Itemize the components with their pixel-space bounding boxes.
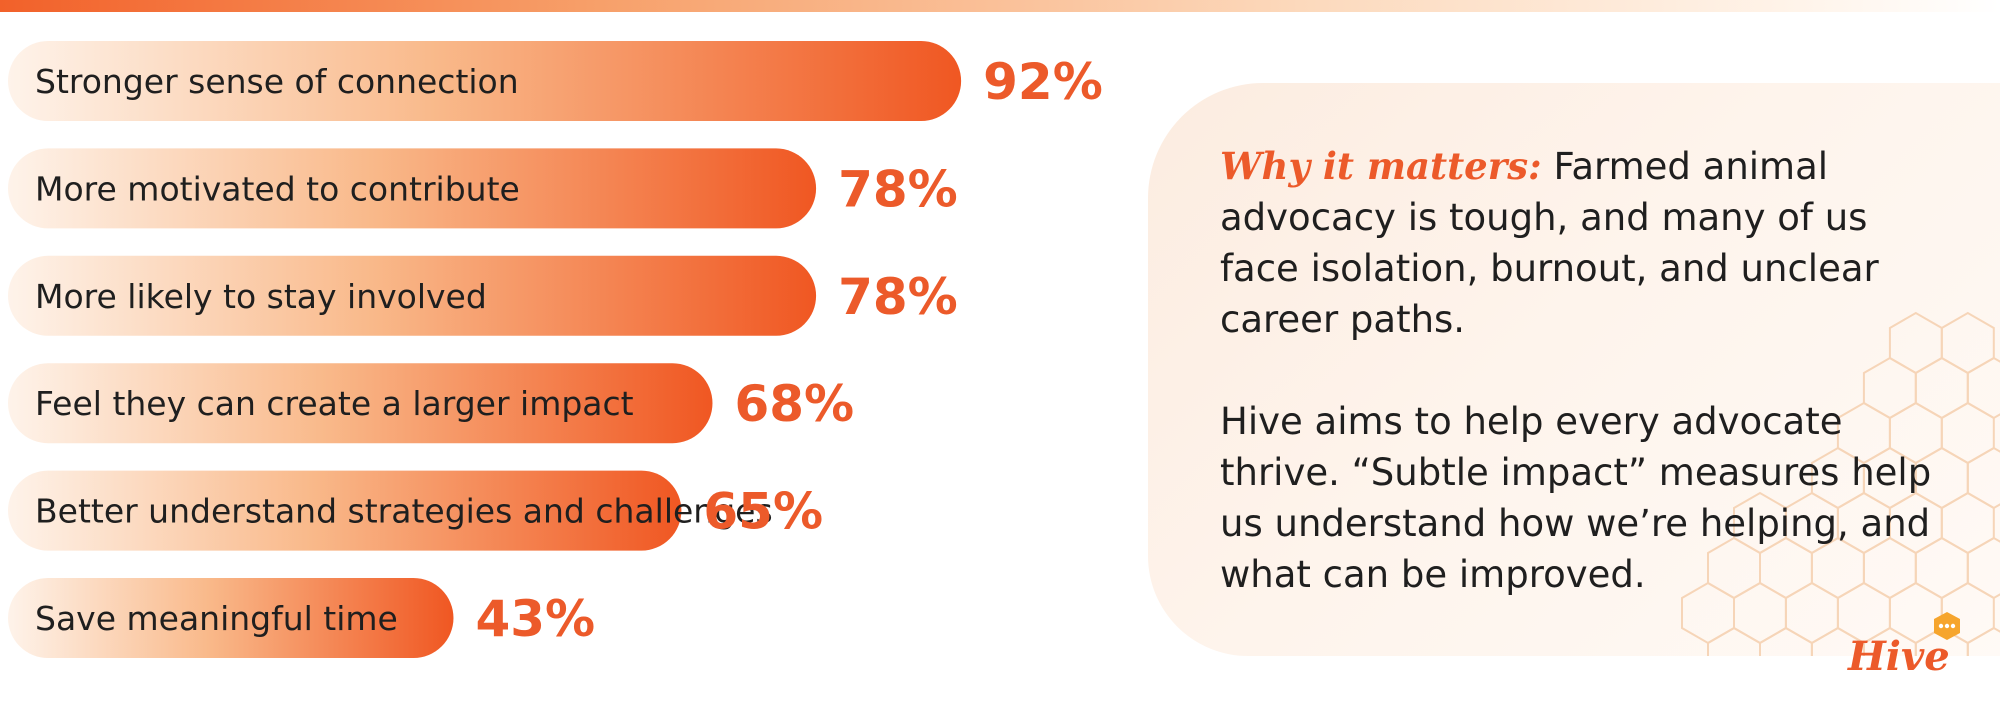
speech-bubble-icon <box>1934 612 1960 640</box>
hexagon-outline <box>1707 626 1761 656</box>
hexagon-outline <box>1862 626 1917 656</box>
hexagon-outline <box>1966 536 2000 600</box>
bar-value-label: 68% <box>734 375 854 433</box>
bar-category-label: More likely to stay involved <box>35 277 487 316</box>
bar-value-label: 43% <box>475 590 595 648</box>
hexagon-outline <box>1940 401 1995 465</box>
bar-value-label: 78% <box>838 160 958 218</box>
bar-value-label: 78% <box>838 268 958 326</box>
bar-value-label: 65% <box>703 483 823 541</box>
hexagon-outline <box>1966 446 2000 510</box>
info-text: Why it matters: Farmed animal advocacy i… <box>1220 141 1940 600</box>
bar <box>8 255 817 336</box>
bar-category-label: More motivated to contribute <box>35 169 520 208</box>
hexagon-outline <box>1940 491 1995 555</box>
hive-logo: Hive <box>1840 605 1960 685</box>
bar <box>8 578 454 658</box>
bar <box>8 41 962 121</box>
hexagon-outline <box>1940 311 1995 375</box>
hexagon-outline <box>1759 626 1813 656</box>
top-gradient-strip <box>0 0 2000 12</box>
bar-category-label: Better understand strategies and challen… <box>35 492 773 531</box>
bar <box>8 148 817 229</box>
info-card: Why it matters: Farmed animal advocacy i… <box>1148 83 2000 656</box>
hexagon-outline <box>1966 356 2000 420</box>
hexagon-outline <box>1810 626 1865 656</box>
bar-category-label: Stronger sense of connection <box>35 62 519 101</box>
bar <box>8 470 682 551</box>
bar-value-label: 92% <box>983 53 1103 111</box>
hive-logo-text: Hive <box>1848 633 1950 680</box>
bar-category-label: Feel they can create a larger impact <box>35 384 634 423</box>
info-paragraph-1: Why it matters: Farmed animal advocacy i… <box>1220 141 1940 345</box>
bar-category-label: Save meaningful time <box>35 599 398 638</box>
info-paragraph-1-text: Farmed animal advocacy is tough, and man… <box>1220 145 1879 341</box>
why-it-matters-label: Why it matters: <box>1220 144 1542 188</box>
info-paragraph-2: Hive aims to help every advocate thrive.… <box>1220 400 1932 596</box>
bar <box>8 363 713 444</box>
hexagon-outline <box>1966 626 2000 656</box>
bar-chart: Stronger sense of connection 92% More moti… <box>8 41 1103 658</box>
